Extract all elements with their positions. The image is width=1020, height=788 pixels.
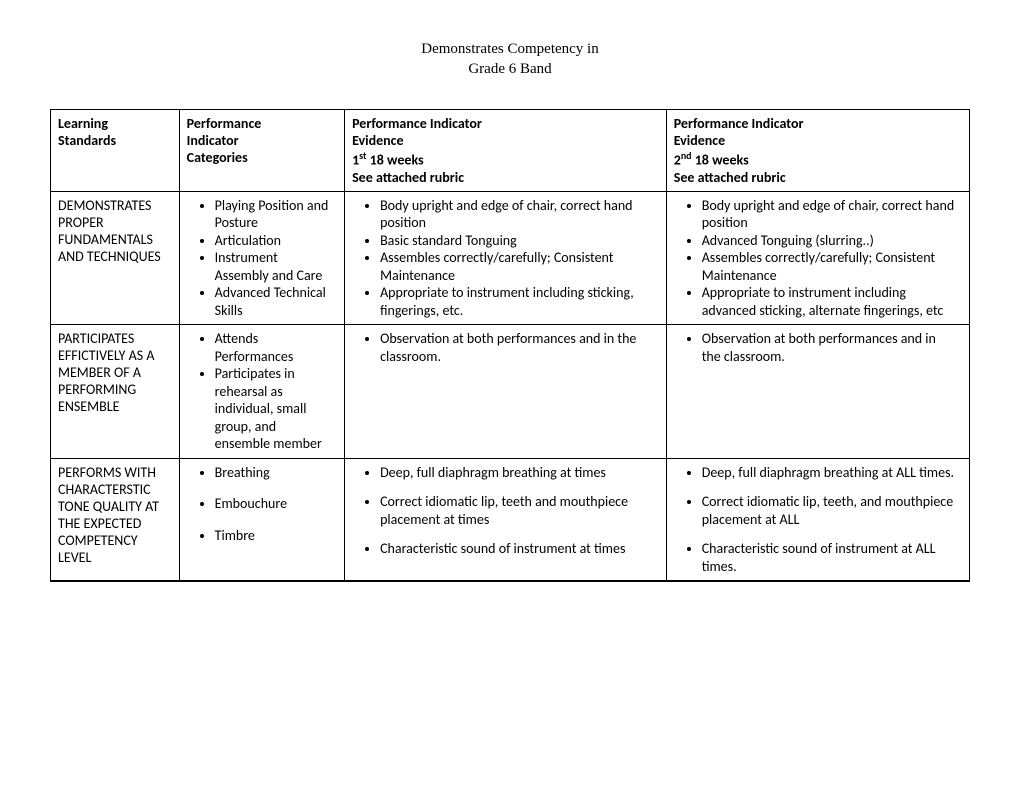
list-item: Breathing: [215, 464, 337, 482]
list-item: Observation at both performances and in …: [380, 330, 659, 365]
list-item: Deep, full diaphragm breathing at times: [380, 464, 659, 482]
list-item: Advanced Tonguing (slurring..): [702, 232, 962, 250]
table-row: PARTICIPATES EFFICTIVELY AS A MEMBER OF …: [51, 325, 970, 459]
evidence1-cell: Body upright and edge of chair, correct …: [345, 191, 667, 325]
evidence1-cell: Observation at both performances and in …: [345, 325, 667, 459]
list-item: Appropriate to instrument including adva…: [702, 284, 962, 319]
title-line-2: Grade 6 Band: [50, 60, 970, 80]
competency-table: Learning Standards Performance Indicator…: [50, 109, 970, 582]
list-item: Participates in rehearsal as individual,…: [215, 365, 337, 453]
standard-cell: PARTICIPATES EFFICTIVELY AS A MEMBER OF …: [51, 325, 180, 459]
list-item: Embouchure: [215, 495, 337, 513]
list-item: Body upright and edge of chair, correct …: [380, 197, 659, 232]
list-item: Attends Performances: [215, 330, 337, 365]
list-item: Characteristic sound of instrument at ti…: [380, 540, 659, 558]
list-item: Timbre: [215, 527, 337, 545]
evidence2-cell: Observation at both performances and in …: [666, 325, 969, 459]
header-evidence-2nd: Performance Indicator Evidence 2nd 18 we…: [666, 110, 969, 192]
standard-cell: DEMONSTRATES PROPER FUNDAMENTALS AND TEC…: [51, 191, 180, 325]
categories-cell: Breathing Embouchure Timbre: [179, 458, 344, 581]
header-indicator-categories: Performance Indicator Categories: [179, 110, 344, 192]
list-item: Basic standard Tonguing: [380, 232, 659, 250]
title-line-1: Demonstrates Competency in: [50, 40, 970, 60]
list-item: Appropriate to instrument including stic…: [380, 284, 659, 319]
list-item: Deep, full diaphragm breathing at ALL ti…: [702, 464, 962, 482]
list-item: Characteristic sound of instrument at AL…: [702, 540, 962, 575]
categories-cell: Playing Position and Posture Articulatio…: [179, 191, 344, 325]
header-evidence-1st: Performance Indicator Evidence 1st 18 we…: [345, 110, 667, 192]
evidence2-cell: Deep, full diaphragm breathing at ALL ti…: [666, 458, 969, 581]
evidence2-cell: Body upright and edge of chair, correct …: [666, 191, 969, 325]
list-item: Instrument Assembly and Care: [215, 249, 337, 284]
list-item: Body upright and edge of chair, correct …: [702, 197, 962, 232]
standard-cell: PERFORMS WITH CHARACTERSTIC TONE QUALITY…: [51, 458, 180, 581]
list-item: Advanced Technical Skills: [215, 284, 337, 319]
categories-cell: Attends Performances Participates in reh…: [179, 325, 344, 459]
list-item: Observation at both performances and in …: [702, 330, 962, 365]
evidence1-cell: Deep, full diaphragm breathing at times …: [345, 458, 667, 581]
list-item: Articulation: [215, 232, 337, 250]
table-header-row: Learning Standards Performance Indicator…: [51, 110, 970, 192]
list-item: Correct idiomatic lip, teeth, and mouthp…: [702, 493, 962, 528]
list-item: Assembles correctly/carefully; Consisten…: [380, 249, 659, 284]
list-item: Assembles correctly/carefully; Consisten…: [702, 249, 962, 284]
header-learning-standards: Learning Standards: [51, 110, 180, 192]
list-item: Correct idiomatic lip, teeth and mouthpi…: [380, 493, 659, 528]
list-item: Playing Position and Posture: [215, 197, 337, 232]
table-row: DEMONSTRATES PROPER FUNDAMENTALS AND TEC…: [51, 191, 970, 325]
table-row: PERFORMS WITH CHARACTERSTIC TONE QUALITY…: [51, 458, 970, 581]
page-title: Demonstrates Competency in Grade 6 Band: [50, 40, 970, 79]
